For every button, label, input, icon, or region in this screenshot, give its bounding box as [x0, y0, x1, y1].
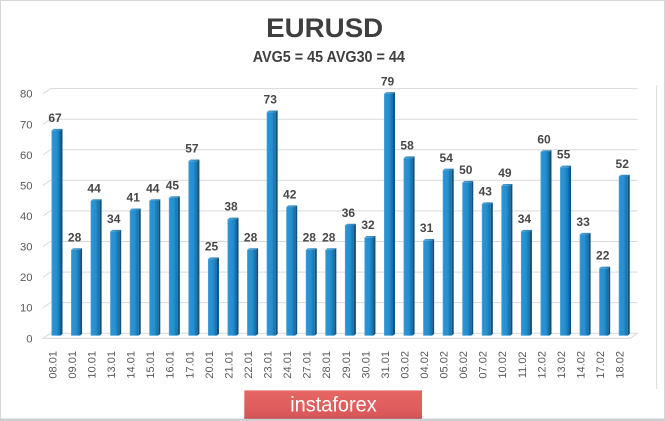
- svg-text:32: 32: [361, 218, 375, 232]
- svg-text:24.01: 24.01: [282, 351, 294, 379]
- svg-text:49: 49: [498, 166, 512, 180]
- svg-text:14.01: 14.01: [126, 351, 138, 379]
- svg-text:44: 44: [87, 181, 101, 195]
- svg-text:22: 22: [596, 249, 610, 263]
- svg-text:31: 31: [420, 221, 434, 235]
- svg-text:58: 58: [400, 139, 414, 153]
- svg-text:11.02: 11.02: [517, 351, 529, 378]
- svg-text:15.01: 15.01: [145, 351, 157, 379]
- svg-text:09.01: 09.01: [67, 351, 79, 379]
- svg-text:28.01: 28.01: [321, 351, 333, 379]
- svg-text:07.02: 07.02: [478, 351, 490, 379]
- svg-text:28: 28: [322, 230, 336, 244]
- svg-text:28: 28: [303, 230, 317, 244]
- svg-text:28: 28: [68, 230, 82, 244]
- svg-text:18.02: 18.02: [615, 351, 627, 379]
- svg-text:16.01: 16.01: [165, 351, 177, 379]
- svg-text:0: 0: [26, 333, 32, 345]
- svg-text:41: 41: [127, 191, 141, 205]
- svg-text:08.01: 08.01: [47, 351, 59, 379]
- svg-text:10: 10: [20, 303, 33, 315]
- svg-text:42: 42: [283, 188, 297, 202]
- svg-text:34: 34: [107, 212, 121, 226]
- svg-text:20.01: 20.01: [204, 351, 216, 379]
- svg-text:50: 50: [20, 180, 33, 192]
- svg-text:27.01: 27.01: [302, 351, 314, 379]
- svg-text:44: 44: [146, 181, 160, 195]
- svg-text:31.01: 31.01: [380, 351, 392, 379]
- svg-text:17.02: 17.02: [595, 351, 607, 379]
- svg-text:12.02: 12.02: [536, 351, 548, 379]
- svg-text:52: 52: [616, 157, 630, 171]
- svg-text:EURUSD: EURUSD: [266, 13, 383, 43]
- svg-text:30: 30: [20, 242, 33, 254]
- svg-text:80: 80: [20, 89, 33, 101]
- svg-text:36: 36: [342, 206, 356, 220]
- svg-text:20: 20: [20, 272, 33, 284]
- svg-text:60: 60: [537, 132, 551, 146]
- svg-text:28: 28: [244, 230, 258, 244]
- svg-text:23.01: 23.01: [263, 351, 275, 379]
- svg-text:10.01: 10.01: [87, 351, 99, 379]
- svg-text:30.01: 30.01: [360, 351, 372, 379]
- svg-text:AVG5 = 45 AVG30 = 44: AVG5 = 45 AVG30 = 44: [253, 49, 405, 66]
- svg-text:17.01: 17.01: [184, 351, 196, 379]
- svg-text:instaforex: instaforex: [290, 392, 377, 416]
- svg-text:70: 70: [20, 119, 33, 131]
- svg-text:73: 73: [264, 93, 278, 107]
- svg-text:13.01: 13.01: [106, 351, 118, 379]
- svg-text:38: 38: [224, 200, 238, 214]
- svg-text:22.01: 22.01: [243, 351, 255, 379]
- svg-text:57: 57: [185, 142, 199, 156]
- svg-text:33: 33: [576, 215, 590, 229]
- svg-text:10.02: 10.02: [497, 351, 509, 379]
- svg-text:04.02: 04.02: [419, 351, 431, 379]
- svg-text:29.01: 29.01: [341, 351, 353, 379]
- svg-text:54: 54: [440, 151, 454, 165]
- svg-text:43: 43: [479, 184, 493, 198]
- svg-text:14.02: 14.02: [576, 351, 588, 379]
- svg-text:40: 40: [20, 211, 33, 223]
- svg-text:06.02: 06.02: [458, 351, 470, 379]
- svg-text:67: 67: [48, 111, 62, 125]
- svg-text:03.02: 03.02: [399, 351, 411, 379]
- svg-text:05.02: 05.02: [439, 351, 451, 379]
- svg-text:60: 60: [20, 150, 33, 162]
- svg-text:25: 25: [205, 240, 219, 254]
- svg-text:21.01: 21.01: [223, 351, 235, 379]
- svg-text:50: 50: [459, 163, 473, 177]
- svg-text:13.02: 13.02: [556, 351, 568, 379]
- svg-text:34: 34: [518, 212, 532, 226]
- svg-text:79: 79: [381, 74, 395, 88]
- svg-text:45: 45: [166, 178, 180, 192]
- svg-text:55: 55: [557, 148, 571, 162]
